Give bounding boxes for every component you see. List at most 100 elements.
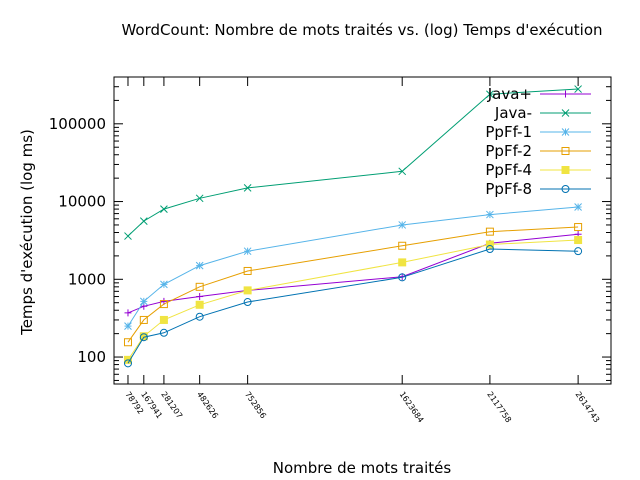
marker-filled-square — [574, 236, 583, 245]
marker-stroke — [398, 167, 407, 176]
legend-item: PpFf-4 — [485, 161, 591, 179]
legend-item: PpFf-8 — [485, 180, 591, 198]
data-point — [398, 241, 407, 250]
legend-label: Java+ — [487, 85, 532, 103]
series-ppff-1 — [124, 203, 582, 330]
plot-frame — [113, 76, 612, 385]
marker-circle — [243, 298, 252, 307]
marker-stroke — [486, 210, 494, 219]
data-point — [139, 315, 148, 324]
data-point — [123, 359, 132, 368]
marker-stroke — [124, 232, 132, 240]
y-tick-label: 10000 — [58, 193, 106, 211]
marker-square — [123, 338, 132, 347]
data-point — [486, 210, 494, 219]
data-point — [243, 298, 252, 307]
marker-circle — [159, 328, 168, 337]
marker-stroke — [195, 261, 204, 270]
marker-stroke — [124, 322, 132, 330]
legend-label: PpFf-4 — [485, 161, 532, 179]
marker-circle — [398, 273, 407, 282]
marker-filled-square — [195, 300, 204, 309]
marker-circle — [123, 359, 132, 368]
data-point — [160, 205, 168, 213]
marker-stroke — [561, 128, 570, 136]
data-point — [195, 300, 204, 309]
data-point — [574, 247, 583, 256]
marker-square — [574, 223, 583, 232]
data-point — [574, 203, 582, 211]
data-point — [485, 245, 494, 254]
series-ppff-2 — [123, 223, 583, 347]
data-point — [139, 333, 148, 342]
data-point — [561, 166, 570, 174]
marker-filled-square — [159, 315, 168, 324]
series-java- — [124, 85, 582, 240]
legend-item: PpFf-2 — [485, 142, 591, 160]
series-ppff-4 — [123, 236, 583, 364]
data-point — [159, 315, 168, 324]
data-point — [195, 312, 204, 321]
marker-filled-square — [243, 286, 252, 295]
chart-title: WordCount: Nombre de mots traités vs. (l… — [121, 21, 602, 39]
legend-item: Java- — [494, 104, 591, 122]
marker-filled-square — [398, 258, 407, 267]
data-point — [574, 236, 583, 245]
marker-filled-square — [561, 166, 570, 174]
marker-circle — [195, 312, 204, 321]
legend-label: PpFf-1 — [485, 123, 532, 141]
series-line — [127, 233, 579, 314]
data-point — [398, 167, 407, 176]
data-point — [486, 90, 494, 99]
legend-item: Java+ — [487, 85, 591, 103]
data-point — [561, 185, 570, 193]
data-point — [195, 194, 204, 203]
legend-label: PpFf-2 — [485, 142, 532, 160]
data-point — [243, 247, 252, 256]
y-axis-label: Temps d'exécution (log ms) — [18, 129, 36, 336]
data-point — [139, 217, 148, 225]
data-point — [243, 266, 252, 275]
data-point — [195, 282, 204, 291]
marker-stroke — [243, 184, 252, 192]
data-point — [561, 109, 570, 117]
data-point — [398, 273, 407, 282]
y-tick-label: 1000 — [68, 270, 106, 288]
marker-stroke — [139, 297, 148, 306]
data-point — [574, 223, 583, 232]
marker-square — [485, 227, 494, 236]
data-point — [485, 240, 494, 249]
data-point — [195, 261, 204, 270]
data-point — [124, 322, 132, 330]
data-point — [398, 221, 407, 229]
x-axis-label: Nombre de mots traités — [273, 459, 452, 477]
marker-square — [195, 282, 204, 291]
series-line — [127, 88, 579, 237]
data-point — [574, 85, 582, 93]
marker-circle — [561, 185, 570, 193]
y-tick-label: 100000 — [49, 115, 106, 133]
marker-stroke — [398, 221, 407, 229]
data-point — [124, 232, 132, 240]
marker-stroke — [243, 247, 252, 256]
marker-stroke — [574, 203, 582, 211]
data-point — [196, 293, 204, 301]
data-point — [159, 300, 168, 309]
marker-circle — [139, 333, 148, 342]
marker-circle — [574, 247, 583, 256]
data-point — [562, 90, 569, 98]
marker-stroke — [574, 85, 582, 93]
legend-item: PpFf-1 — [485, 123, 591, 141]
data-point — [398, 258, 407, 267]
marker-stroke — [139, 217, 148, 225]
marker-filled-square — [485, 240, 494, 249]
legend-label: PpFf-8 — [485, 180, 532, 198]
data-point — [561, 128, 570, 136]
marker-square — [139, 315, 148, 324]
marker-square — [159, 300, 168, 309]
marker-stroke — [160, 280, 168, 289]
